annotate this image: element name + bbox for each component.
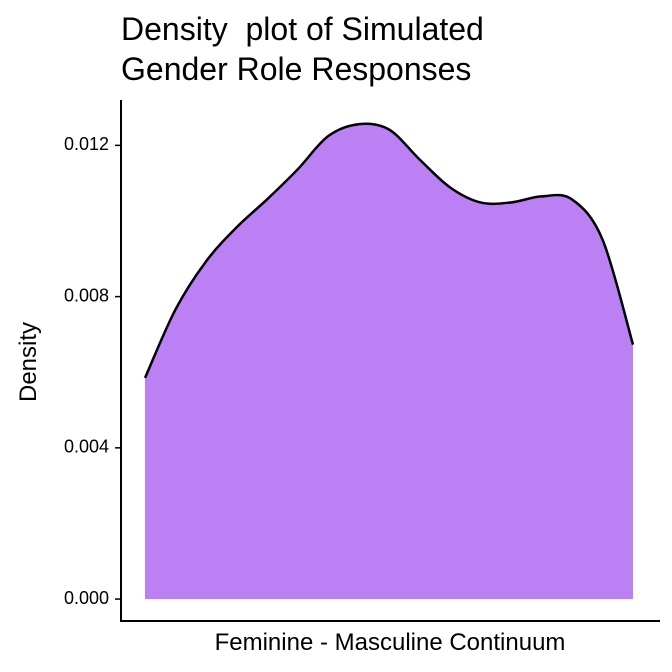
y-tick-label: 0.004 [64, 437, 109, 457]
chart-title: Gender Role Responses [121, 51, 471, 87]
y-tick-label: 0.012 [64, 134, 109, 154]
y-axis-label: Density [15, 322, 42, 402]
density-area [145, 123, 633, 600]
chart-title: Density plot of Simulated [121, 11, 484, 47]
density-line [143, 122, 635, 379]
y-tick-label: 0.000 [64, 588, 109, 608]
x-axis-label: Feminine - Masculine Continuum [215, 629, 566, 656]
y-tick-label: 0.008 [64, 285, 109, 305]
